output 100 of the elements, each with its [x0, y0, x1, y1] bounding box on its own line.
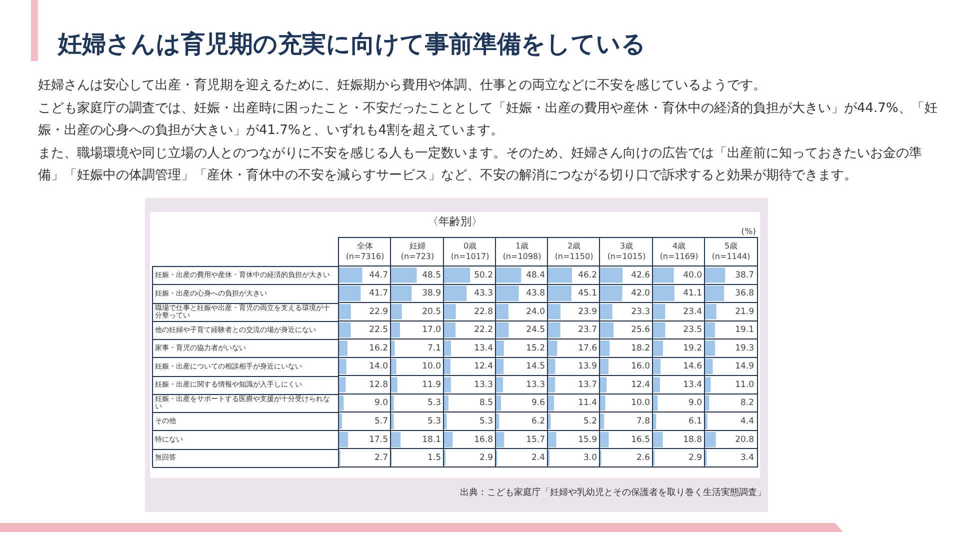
source-note: 出典：こども家庭庁「妊婦や乳幼児とその保護者を取り巻く生活実態調査」 — [460, 487, 766, 499]
text: 〈年齢別〉 — [428, 215, 482, 228]
data-label: 10.0 — [631, 398, 650, 408]
data-label: 48.5 — [422, 270, 441, 280]
data-label: 25.6 — [631, 325, 650, 336]
data-label: 42.0 — [631, 288, 650, 299]
data-label: 11.9 — [422, 380, 441, 390]
chart-title: 妊婦 (n=723) — [400, 241, 434, 261]
data-label: 38.9 — [422, 288, 441, 299]
data-label: 13.9 — [578, 362, 597, 372]
data-label: 18.8 — [683, 434, 702, 445]
data-label: 14.6 — [683, 362, 702, 372]
data-label: 9.0 — [374, 398, 388, 408]
data-label: 19.2 — [683, 343, 702, 354]
data-label: 22.2 — [474, 325, 493, 336]
data-label: 23.3 — [631, 306, 650, 317]
data-label: 17.6 — [578, 343, 597, 354]
data-label: 38.7 — [735, 270, 754, 280]
data-label: 3.0 — [583, 453, 597, 464]
text: また、職場環境や同じ立場の人とのつながりに不安を感じる人も一定数います。そのため、妊婦さん向けの広告では「出産前に知っておきたいお金の準備」「妊娠中の体調管理」「産休・育休中の不安を減らすサービス」など、不安の解消につながる切り口で訴求すると効果が期待できます。 — [38, 144, 923, 185]
data-label: 20.5 — [422, 306, 441, 317]
data-label: 12.8 — [369, 380, 388, 390]
data-label: 45.1 — [578, 288, 597, 299]
data-label: 5.7 — [374, 416, 388, 427]
data-label: 2.4 — [531, 453, 545, 464]
text: 妊婦さんは安心して出産・育児期を迎えるために、妊娠期から費用や体調、仕事との両立などに不安を感じているようです。 — [38, 76, 767, 95]
data-label: 24.0 — [526, 306, 545, 317]
data-label: 23.7 — [578, 325, 597, 336]
data-label: 16.0 — [631, 362, 650, 372]
data-label: 23.5 — [683, 325, 702, 336]
data-label: 20.8 — [735, 434, 754, 445]
chart-title: 4歳 (n=1169) — [660, 241, 698, 261]
data-label: 41.7 — [369, 288, 388, 299]
data-label: 6.1 — [688, 416, 702, 427]
text: こども家庭庁の調査では、妊娠・出産時に困ったこと・不安だったこととして「妊娠・出産の費用や産休・育休中の経済的負担が大きい」が44.7%、「妊娠・出産の心身への負担が大きい」が41.7%と、いずれも4割を超えています。 — [38, 100, 938, 140]
data-label: 48.4 — [526, 270, 545, 280]
data-label: 15.9 — [578, 434, 597, 445]
data-label: 2.9 — [479, 453, 493, 464]
data-label: 44.7 — [369, 270, 388, 280]
data-label: 16.2 — [369, 343, 388, 354]
data-label: 2.7 — [374, 453, 388, 464]
data-label: 9.6 — [531, 398, 545, 408]
chart-title: 1歳 (n=1098) — [502, 241, 542, 261]
data-label: 12.4 — [631, 380, 650, 390]
data-label: 8.5 — [479, 398, 493, 408]
data-label: 42.6 — [631, 270, 650, 280]
data-label: 4.4 — [740, 416, 754, 427]
data-label: 15.7 — [526, 434, 545, 445]
chart-title: 0歳 (n=1017) — [450, 241, 490, 261]
data-label: 14.0 — [369, 362, 388, 372]
data-label: 15.2 — [526, 343, 545, 354]
data-label: 43.3 — [474, 288, 493, 299]
chart-title: 3歳 (n=1015) — [607, 241, 646, 261]
data-label: 7.8 — [636, 416, 650, 427]
data-label: 5.3 — [427, 398, 441, 408]
data-label: 19.3 — [735, 343, 754, 354]
data-label: 13.7 — [578, 380, 597, 390]
data-label: 2.6 — [636, 453, 650, 464]
data-label: 8.2 — [740, 398, 754, 408]
data-label: 46.2 — [578, 270, 597, 280]
data-label: 40.0 — [683, 270, 702, 280]
data-label: 13.4 — [474, 343, 493, 354]
text: 妊婦さんは育児期の充実に向けて事前準備をしている — [58, 29, 646, 59]
data-label: 21.9 — [735, 306, 754, 317]
data-label: 10.0 — [422, 362, 441, 372]
data-label: 24.5 — [526, 325, 545, 336]
data-label: 14.5 — [526, 362, 545, 372]
data-label: 23.4 — [683, 306, 702, 317]
data-label: 14.9 — [735, 362, 754, 372]
data-label: 16.5 — [631, 434, 650, 445]
data-label: 17.5 — [369, 434, 388, 445]
data-label: 22.9 — [369, 306, 388, 317]
data-label: 17.0 — [422, 325, 441, 336]
data-label: 12.4 — [474, 362, 493, 372]
data-label: 18.1 — [422, 434, 441, 445]
chart-title: 2歳 (n=1150) — [554, 241, 594, 261]
data-label: 43.8 — [526, 288, 545, 299]
data-label: 22.8 — [474, 306, 493, 317]
chart-title: 全体 (n=7316) — [346, 241, 384, 261]
data-label: 50.2 — [474, 270, 493, 280]
data-label: 11.4 — [578, 398, 597, 408]
data-label: 3.4 — [740, 453, 754, 464]
data-label: 7.1 — [427, 343, 441, 354]
data-label: 2.9 — [688, 453, 702, 464]
data-label: 6.2 — [531, 416, 545, 427]
data-label: 9.0 — [688, 398, 702, 408]
data-label: 36.8 — [735, 288, 754, 299]
chart-title: 5歳 (n=1144) — [712, 241, 750, 261]
data-label: 18.2 — [631, 343, 650, 354]
data-label: 23.9 — [578, 306, 597, 317]
data-label: 13.3 — [526, 380, 545, 390]
data-label: 5.3 — [427, 416, 441, 427]
data-label: 1.5 — [427, 453, 441, 464]
data-label: 13.4 — [683, 380, 702, 390]
data-label: 5.2 — [583, 416, 597, 427]
data-label: 11.0 — [735, 380, 754, 390]
data-label: 16.8 — [474, 434, 493, 445]
data-label: 19.1 — [735, 325, 754, 336]
data-label: 5.3 — [479, 416, 493, 427]
data-label: 41.1 — [683, 288, 702, 299]
